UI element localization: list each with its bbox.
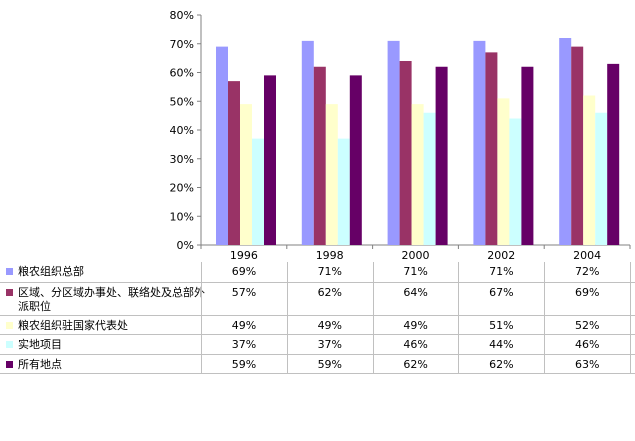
table-gridline bbox=[458, 262, 460, 374]
x-tick-label: 1996 bbox=[230, 249, 258, 262]
data-label: 72% bbox=[574, 265, 600, 278]
table-row: 区域、分区域办事处、联络处及总部外派职位 57% 62% 64% 67% 69% bbox=[0, 283, 635, 316]
series-name: 粮农组织总部 bbox=[18, 265, 84, 278]
data-label: 63% bbox=[574, 358, 600, 371]
data-label: 59% bbox=[317, 358, 343, 371]
bar bbox=[423, 112, 436, 245]
bar-chart: 0% 10% 20% 30% 40% 50% 60% 70% 80% 1996 1998 2000 20… bbox=[170, 9, 631, 262]
bar bbox=[325, 104, 338, 245]
data-label: 62% bbox=[403, 358, 428, 371]
bar bbox=[521, 66, 534, 245]
y-tick-label: 70% bbox=[170, 38, 194, 51]
bar bbox=[473, 40, 486, 245]
bar bbox=[571, 46, 584, 245]
data-label: 57% bbox=[231, 286, 257, 299]
data-label: 62% bbox=[317, 286, 343, 299]
table-gridline bbox=[630, 262, 631, 374]
x-tick-label: 2002 bbox=[487, 249, 515, 262]
table-row: 粮农组织总部 69% 71% 71% 71% 72% bbox=[0, 262, 635, 283]
bar bbox=[313, 66, 326, 245]
series-name: 粮农组织驻国家代表处 bbox=[18, 319, 128, 332]
legend-swatch bbox=[6, 341, 13, 348]
legend-swatch bbox=[6, 289, 13, 296]
table-gridline bbox=[372, 262, 374, 374]
data-label: 49% bbox=[231, 319, 257, 332]
series-name: 区域、分区域办事处、联络处及总部外派职位 bbox=[18, 286, 205, 313]
bar bbox=[583, 95, 596, 245]
bar bbox=[240, 104, 252, 245]
data-label: 71% bbox=[489, 265, 514, 278]
bar bbox=[399, 61, 412, 245]
bar bbox=[337, 138, 350, 245]
y-tick-label: 40% bbox=[170, 124, 194, 137]
y-tick-label: 30% bbox=[170, 153, 194, 166]
table-row: 实地项目 37% 37% 46% 44% 46% bbox=[0, 335, 635, 355]
bar bbox=[509, 118, 522, 245]
bar bbox=[411, 104, 424, 245]
legend-entry: 区域、分区域办事处、联络处及总部外派职位 bbox=[6, 286, 208, 314]
table-row: 粮农组织驻国家代表处 49% 49% 49% 51% 52% bbox=[0, 316, 635, 335]
x-tick-label: 1998 bbox=[316, 249, 344, 262]
data-label: 71% bbox=[317, 265, 343, 278]
bar bbox=[607, 63, 620, 245]
series-name: 实地项目 bbox=[18, 338, 62, 351]
legend-entry: 所有地点 bbox=[6, 358, 62, 372]
legend-entry: 实地项目 bbox=[6, 338, 62, 352]
data-label: 49% bbox=[317, 319, 343, 332]
y-tick-label: 0% bbox=[177, 239, 194, 252]
data-label: 37% bbox=[317, 338, 343, 351]
y-tick-label: 80% bbox=[170, 9, 194, 22]
y-tick-label: 60% bbox=[170, 67, 194, 80]
legend-entry: 粮农组织总部 bbox=[6, 265, 84, 279]
bar bbox=[497, 98, 510, 245]
data-label: 71% bbox=[403, 265, 428, 278]
bar bbox=[228, 81, 240, 245]
y-tick-label: 10% bbox=[170, 210, 194, 223]
data-label: 67% bbox=[489, 286, 514, 299]
bar bbox=[216, 46, 228, 245]
data-label: 69% bbox=[231, 265, 257, 278]
data-label: 62% bbox=[489, 358, 514, 371]
y-tick-label: 20% bbox=[170, 182, 194, 195]
data-label: 37% bbox=[231, 338, 257, 351]
legend-entry: 粮农组织驻国家代表处 bbox=[6, 319, 128, 333]
data-label: 44% bbox=[489, 338, 514, 351]
table-gridline bbox=[544, 262, 546, 374]
bar bbox=[435, 66, 448, 245]
legend-swatch bbox=[6, 361, 13, 368]
data-label: 52% bbox=[574, 319, 600, 332]
table-gridline bbox=[201, 262, 202, 374]
bar bbox=[264, 75, 276, 245]
bar bbox=[387, 40, 400, 245]
legend-swatch bbox=[6, 322, 13, 329]
data-label: 46% bbox=[403, 338, 428, 351]
data-label: 59% bbox=[231, 358, 257, 371]
data-table: 粮农组织总部 69% 71% 71% 71% 72% 区域、分区域办事处、联络处及总部外派职… bbox=[0, 262, 635, 374]
bar bbox=[595, 112, 608, 245]
bar bbox=[252, 138, 264, 245]
x-tick-label: 2004 bbox=[573, 249, 601, 262]
bar bbox=[559, 38, 572, 245]
table-row: 所有地点 59% 59% 62% 62% 63% bbox=[0, 355, 635, 374]
x-tick-label: 2000 bbox=[402, 249, 430, 262]
bar bbox=[485, 52, 498, 245]
series-name: 所有地点 bbox=[18, 358, 62, 371]
bar bbox=[301, 40, 314, 245]
data-label: 46% bbox=[574, 338, 600, 351]
bar bbox=[349, 75, 362, 245]
data-label: 64% bbox=[403, 286, 428, 299]
legend-swatch bbox=[6, 268, 13, 275]
data-label: 49% bbox=[403, 319, 428, 332]
data-label: 51% bbox=[489, 319, 514, 332]
table-gridline bbox=[286, 262, 288, 374]
y-tick-label: 50% bbox=[170, 95, 194, 108]
data-label: 69% bbox=[574, 286, 600, 299]
